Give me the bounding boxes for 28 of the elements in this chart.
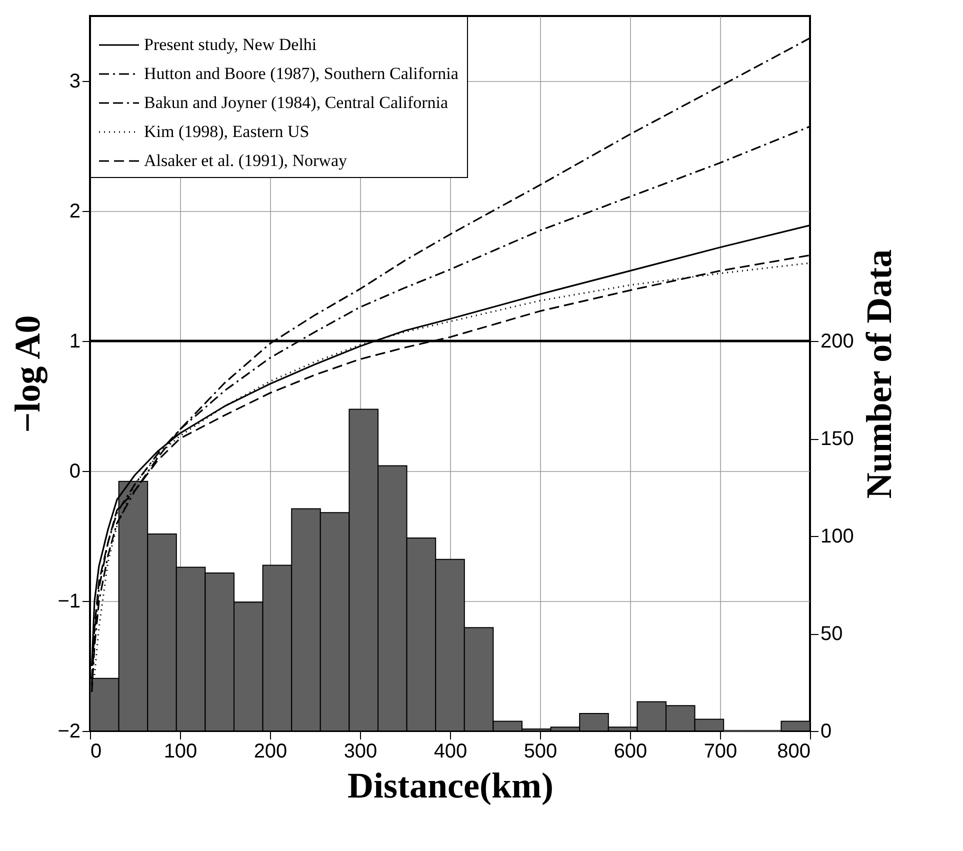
y2-tick-label: 100 — [820, 526, 854, 548]
x-tick-label: 100 — [164, 740, 198, 762]
x-tick-label: 200 — [254, 740, 288, 762]
legend-label: Alsaker et al. (1991), Norway — [144, 151, 348, 170]
y2-axis-title: Number of Data — [858, 249, 899, 499]
y-tick-label: 2 — [69, 200, 80, 222]
x-tick-label: 400 — [434, 740, 468, 762]
y-tick-label: 1 — [69, 330, 80, 352]
y-tick-label: −2 — [58, 720, 80, 742]
legend-label: Kim (1998), Eastern US — [144, 122, 310, 141]
x-tick-label: 800 — [777, 740, 810, 762]
x-axis-title: Distance(km) — [348, 766, 554, 806]
legend-label: Bakun and Joyner (1984), Central California — [144, 93, 448, 112]
legend-label: Present study, New Delhi — [144, 35, 317, 54]
x-tick-label: 700 — [704, 740, 738, 762]
x-tick-label: 0 — [90, 740, 102, 762]
x-tick-label: 300 — [344, 740, 378, 762]
y-axis-title: −log A0 — [8, 315, 48, 433]
x-tick-label: 600 — [614, 740, 648, 762]
y2-tick-label: 150 — [820, 428, 854, 450]
y2-tick-label: 0 — [820, 720, 832, 742]
y-tick-label: 3 — [69, 70, 80, 92]
y-tick-label: −1 — [58, 590, 80, 612]
y2-tick-label: 200 — [820, 330, 854, 353]
x-tick-label: 500 — [524, 740, 558, 762]
legend-label: Hutton and Boore (1987), Southern California — [144, 64, 459, 83]
y-tick-label: 0 — [69, 460, 80, 482]
y2-tick-label: 50 — [820, 623, 843, 645]
